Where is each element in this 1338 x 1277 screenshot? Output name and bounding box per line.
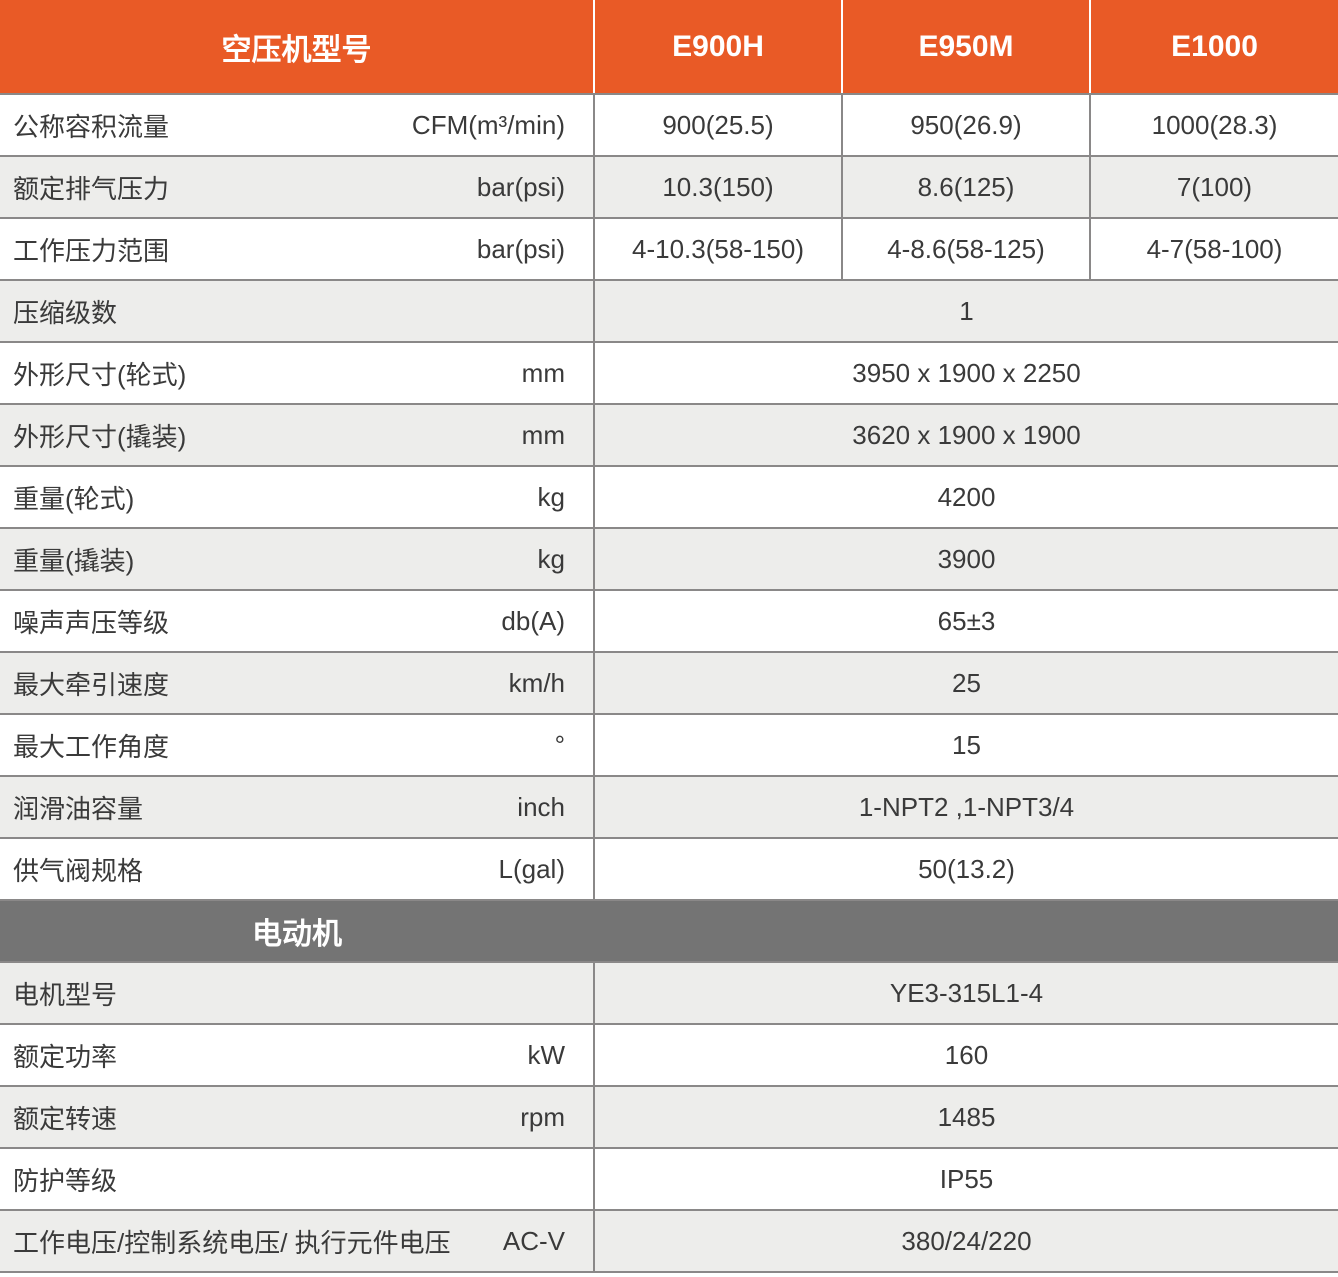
table-header-row: 空压机型号 E900H E950M E1000 xyxy=(0,0,1338,95)
cell-value: 8.6(125) xyxy=(842,155,1091,219)
table-title-cell: 空压机型号 xyxy=(0,0,595,95)
cell-value: 4-7(58-100) xyxy=(1090,217,1338,281)
spec-row-flow: 公称容积流量 CFM(m³/min) 900(25.5) 950(26.9) 10… xyxy=(0,93,1338,157)
cell-value-merged: 4200 xyxy=(594,465,1338,529)
motor-row-protection-class: 防护等级 IP55 xyxy=(0,1147,1338,1211)
cell-value-merged: 1-NPT2 ,1-NPT3/4 xyxy=(594,775,1338,839)
row-unit: CFM(m³/min) xyxy=(411,109,565,140)
row-unit: mm xyxy=(521,357,565,388)
cell-value: 900(25.5) xyxy=(594,93,843,157)
spec-row-noise: 噪声声压等级 db(A) 65±3 xyxy=(0,589,1338,653)
cell-value: 4-8.6(58-125) xyxy=(842,217,1091,281)
row-unit: kg xyxy=(537,543,565,574)
row-label: 重量(撬装) xyxy=(13,545,135,576)
row-label: 公称容积流量 xyxy=(13,111,170,142)
cell-value: 1000(28.3) xyxy=(1090,93,1338,157)
motor-row-rated-power: 额定功率 kW 160 xyxy=(0,1023,1338,1087)
cell-value-merged: 1485 xyxy=(594,1085,1338,1149)
row-label: 润滑油容量 xyxy=(13,793,144,824)
cell-value-merged: 3620 x 1900 x 1900 xyxy=(594,403,1338,467)
row-unit: bar(psi) xyxy=(476,171,565,202)
cell-value-merged: 25 xyxy=(594,651,1338,715)
row-label: 最大牵引速度 xyxy=(13,669,170,700)
motor-row-voltages: 工作电压/控制系统电压/ 执行元件电压 AC-V 380/24/220 xyxy=(0,1209,1338,1273)
motor-row-model: 电机型号 YE3-315L1-4 xyxy=(0,961,1338,1025)
cell-value-merged: 3900 xyxy=(594,527,1338,591)
motor-row-rated-speed: 额定转速 rpm 1485 xyxy=(0,1085,1338,1149)
cell-value-merged: 1 xyxy=(594,279,1338,343)
row-unit: mm xyxy=(521,419,565,450)
row-unit: ° xyxy=(554,729,565,760)
row-label: 额定功率 xyxy=(13,1041,118,1072)
cell-value: 4-10.3(58-150) xyxy=(594,217,843,281)
cell-value-merged: 160 xyxy=(594,1023,1338,1087)
model-header-e950m: E950M xyxy=(842,0,1091,95)
cell-value-merged: YE3-315L1-4 xyxy=(594,961,1338,1025)
cell-value-merged: IP55 xyxy=(594,1147,1338,1211)
row-label: 重量(轮式) xyxy=(13,483,135,514)
spec-row-pressure-range: 工作压力范围 bar(psi) 4-10.3(58-150) 4-8.6(58-1… xyxy=(0,217,1338,281)
row-unit: kW xyxy=(527,1039,565,1070)
row-label: 噪声声压等级 xyxy=(13,607,170,638)
row-label: 最大工作角度 xyxy=(13,731,170,762)
spec-row-working-angle: 最大工作角度 ° 15 xyxy=(0,713,1338,777)
row-label: 工作压力范围 xyxy=(13,235,170,266)
cell-value: 950(26.9) xyxy=(842,93,1091,157)
cell-value-merged: 50(13.2) xyxy=(594,837,1338,901)
spec-row-weight-wheeled: 重量(轮式) kg 4200 xyxy=(0,465,1338,529)
cell-value-merged: 380/24/220 xyxy=(594,1209,1338,1273)
row-unit: L(gal) xyxy=(498,853,565,884)
spec-row-dimensions-skid: 外形尺寸(撬装) mm 3620 x 1900 x 1900 xyxy=(0,403,1338,467)
row-label: 外形尺寸(轮式) xyxy=(13,359,187,390)
cell-value-merged: 3950 x 1900 x 2250 xyxy=(594,341,1338,405)
row-unit: kg xyxy=(537,481,565,512)
row-label: 额定排气压力 xyxy=(13,173,170,204)
cell-value: 10.3(150) xyxy=(594,155,843,219)
cell-value-merged: 65±3 xyxy=(594,589,1338,653)
spec-row-air-valve: 供气阀规格 L(gal) 50(13.2) xyxy=(0,837,1338,901)
spec-row-oil-capacity: 润滑油容量 inch 1-NPT2 ,1-NPT3/4 xyxy=(0,775,1338,839)
row-label: 压缩级数 xyxy=(13,297,118,328)
row-unit: AC-V xyxy=(502,1225,565,1256)
row-label: 工作电压/控制系统电压/ 执行元件电压 xyxy=(13,1227,451,1258)
row-unit: km/h xyxy=(508,667,565,698)
spec-row-rated-pressure: 额定排气压力 bar(psi) 10.3(150) 8.6(125) 7(100) xyxy=(0,155,1338,219)
spec-row-weight-skid: 重量(撬装) kg 3900 xyxy=(0,527,1338,591)
section-title: 电动机 xyxy=(252,918,342,951)
cell-value-merged: 15 xyxy=(594,713,1338,777)
spec-row-stages: 压缩级数 1 xyxy=(0,279,1338,343)
model-header-e1000: E1000 xyxy=(1090,0,1338,95)
row-label: 供气阀规格 xyxy=(13,855,144,886)
row-unit: db(A) xyxy=(501,605,565,636)
row-label: 防护等级 xyxy=(13,1165,118,1196)
row-label: 额定转速 xyxy=(13,1103,118,1134)
row-unit: bar(psi) xyxy=(476,233,565,264)
model-header-e900h: E900H xyxy=(594,0,843,95)
row-unit: inch xyxy=(517,791,565,822)
row-label: 外形尺寸(撬装) xyxy=(13,421,187,452)
spec-row-dimensions-wheeled: 外形尺寸(轮式) mm 3950 x 1900 x 2250 xyxy=(0,341,1338,405)
row-unit: rpm xyxy=(520,1101,565,1132)
spec-row-towing-speed: 最大牵引速度 km/h 25 xyxy=(0,651,1338,715)
section-header-motor: 电动机 xyxy=(0,899,1338,963)
cell-value: 7(100) xyxy=(1090,155,1338,219)
row-label: 电机型号 xyxy=(13,979,118,1010)
